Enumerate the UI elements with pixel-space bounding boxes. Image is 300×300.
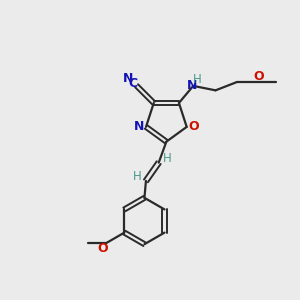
Text: H: H [163, 152, 172, 165]
Text: O: O [188, 120, 199, 134]
Text: C: C [128, 77, 137, 90]
Text: N: N [123, 72, 134, 85]
Text: N: N [187, 79, 197, 92]
Text: O: O [97, 242, 108, 255]
Text: H: H [192, 73, 201, 86]
Text: H: H [133, 170, 141, 183]
Text: N: N [134, 120, 145, 134]
Text: O: O [253, 70, 264, 83]
